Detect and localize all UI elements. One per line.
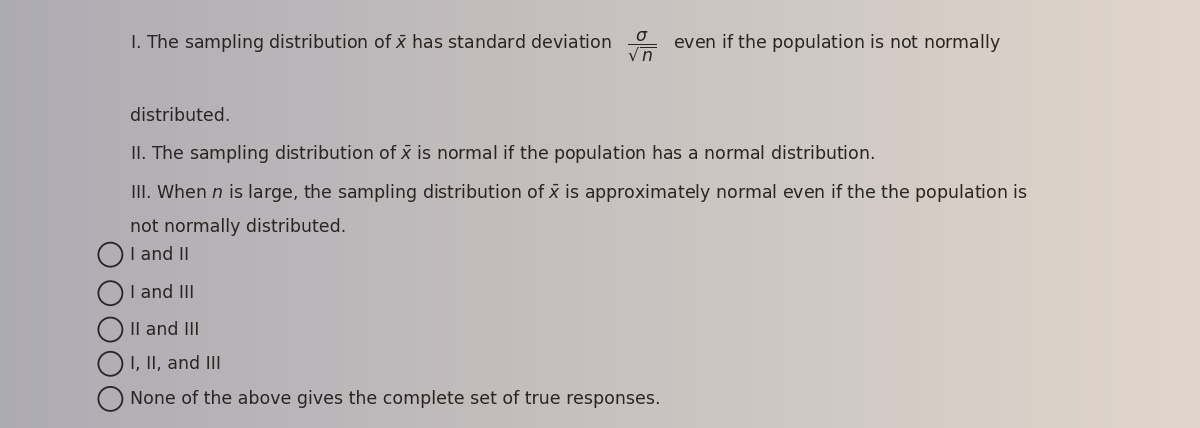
- Text: None of the above gives the complete set of true responses.: None of the above gives the complete set…: [130, 390, 660, 408]
- Text: not normally distributed.: not normally distributed.: [130, 218, 346, 236]
- Text: I and II: I and II: [130, 246, 188, 264]
- Text: distributed.: distributed.: [130, 107, 230, 125]
- Text: II. The sampling distribution of $\bar{x}$ is normal if the population has a nor: II. The sampling distribution of $\bar{x…: [130, 143, 875, 165]
- Text: I. The sampling distribution of $\bar{x}$ has standard deviation   $\dfrac{\sigm: I. The sampling distribution of $\bar{x}…: [130, 30, 1001, 64]
- Text: I, II, and III: I, II, and III: [130, 355, 221, 373]
- Text: II and III: II and III: [130, 321, 199, 339]
- Text: I and III: I and III: [130, 284, 194, 302]
- Text: III. When $n$ is large, the sampling distribution of $\bar{x}$ is approximately : III. When $n$ is large, the sampling dis…: [130, 182, 1027, 204]
